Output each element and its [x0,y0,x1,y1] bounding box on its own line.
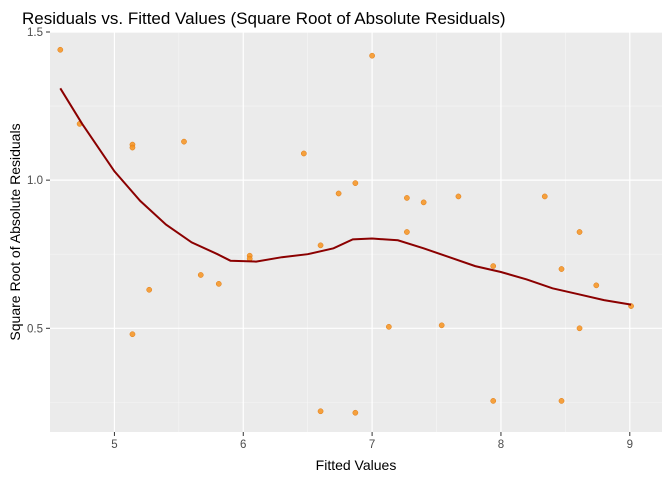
grid-major [50,31,662,432]
x-tick-label: 8 [498,439,504,451]
data-point [129,144,136,151]
axis-tick-labels: 5 6 7 8 9 0.5 1.0 1.5 [27,27,633,451]
y-tick-label: 0.5 [27,323,43,335]
y-tick-label: 1.0 [27,175,43,187]
data-point [490,263,497,269]
plot-panel [50,32,662,432]
data-point [420,199,427,206]
data-point [558,266,565,272]
data-point [197,272,204,278]
data-points [57,46,634,416]
data-point [369,52,375,59]
data-point [404,229,410,235]
x-tick-label: 9 [627,439,633,451]
data-point [300,150,307,157]
data-point [576,229,583,235]
axis-ticks [46,31,631,436]
data-point [558,398,565,404]
data-point [352,180,359,186]
data-point [490,398,497,404]
grid-minor [50,32,662,432]
data-point [57,46,64,53]
data-point [146,286,153,293]
data-point [215,281,222,287]
data-point [335,190,342,197]
data-point [455,193,462,200]
data-point [576,325,583,332]
data-point [317,242,324,249]
x-axis-label: Fitted Values [316,457,397,473]
x-tick-label: 5 [111,439,117,451]
x-tick-label: 6 [240,439,246,451]
x-tick-label: 7 [369,439,375,451]
y-tick-label: 1.5 [27,27,43,39]
y-axis-label: Square Root of Absolute Residuals [7,123,23,340]
data-point [317,408,324,415]
data-point [541,193,548,200]
data-point [386,323,392,330]
data-point [438,322,445,329]
data-point [129,331,136,338]
data-point [181,138,187,145]
smooth-line [59,87,632,306]
chart-title: Residuals vs. Fitted Values (Square Root… [22,9,506,28]
data-point [593,282,600,289]
data-point [352,409,359,416]
data-point [404,195,410,201]
